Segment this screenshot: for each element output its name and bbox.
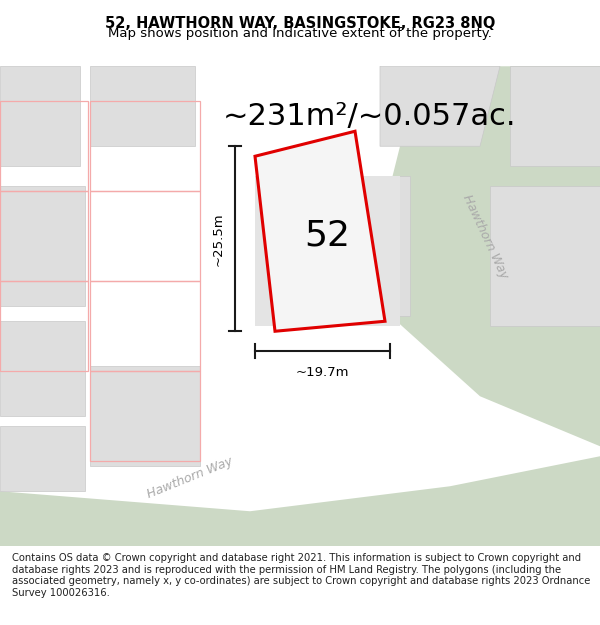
Polygon shape bbox=[0, 456, 600, 546]
Text: Map shows position and indicative extent of the property.: Map shows position and indicative extent… bbox=[108, 28, 492, 41]
Polygon shape bbox=[285, 176, 410, 316]
Text: ~231m²/~0.057ac.: ~231m²/~0.057ac. bbox=[223, 102, 517, 131]
Text: Hawthorn Way: Hawthorn Way bbox=[145, 455, 235, 501]
Text: Hawthorn Way: Hawthorn Way bbox=[460, 192, 510, 281]
Polygon shape bbox=[0, 426, 85, 491]
Polygon shape bbox=[0, 321, 85, 416]
Polygon shape bbox=[0, 186, 85, 306]
Text: ~19.7m: ~19.7m bbox=[296, 366, 349, 379]
Polygon shape bbox=[490, 186, 600, 326]
Text: 52, HAWTHORN WAY, BASINGSTOKE, RG23 8NQ: 52, HAWTHORN WAY, BASINGSTOKE, RG23 8NQ bbox=[105, 16, 495, 31]
Polygon shape bbox=[380, 66, 500, 146]
Polygon shape bbox=[255, 176, 400, 326]
Polygon shape bbox=[90, 66, 195, 146]
Text: ~25.5m: ~25.5m bbox=[212, 212, 225, 266]
Polygon shape bbox=[360, 66, 600, 446]
Text: 52: 52 bbox=[305, 218, 350, 252]
Polygon shape bbox=[90, 366, 200, 466]
Polygon shape bbox=[510, 66, 600, 166]
Text: Contains OS data © Crown copyright and database right 2021. This information is : Contains OS data © Crown copyright and d… bbox=[12, 553, 590, 598]
Polygon shape bbox=[255, 131, 385, 331]
Polygon shape bbox=[0, 66, 80, 166]
